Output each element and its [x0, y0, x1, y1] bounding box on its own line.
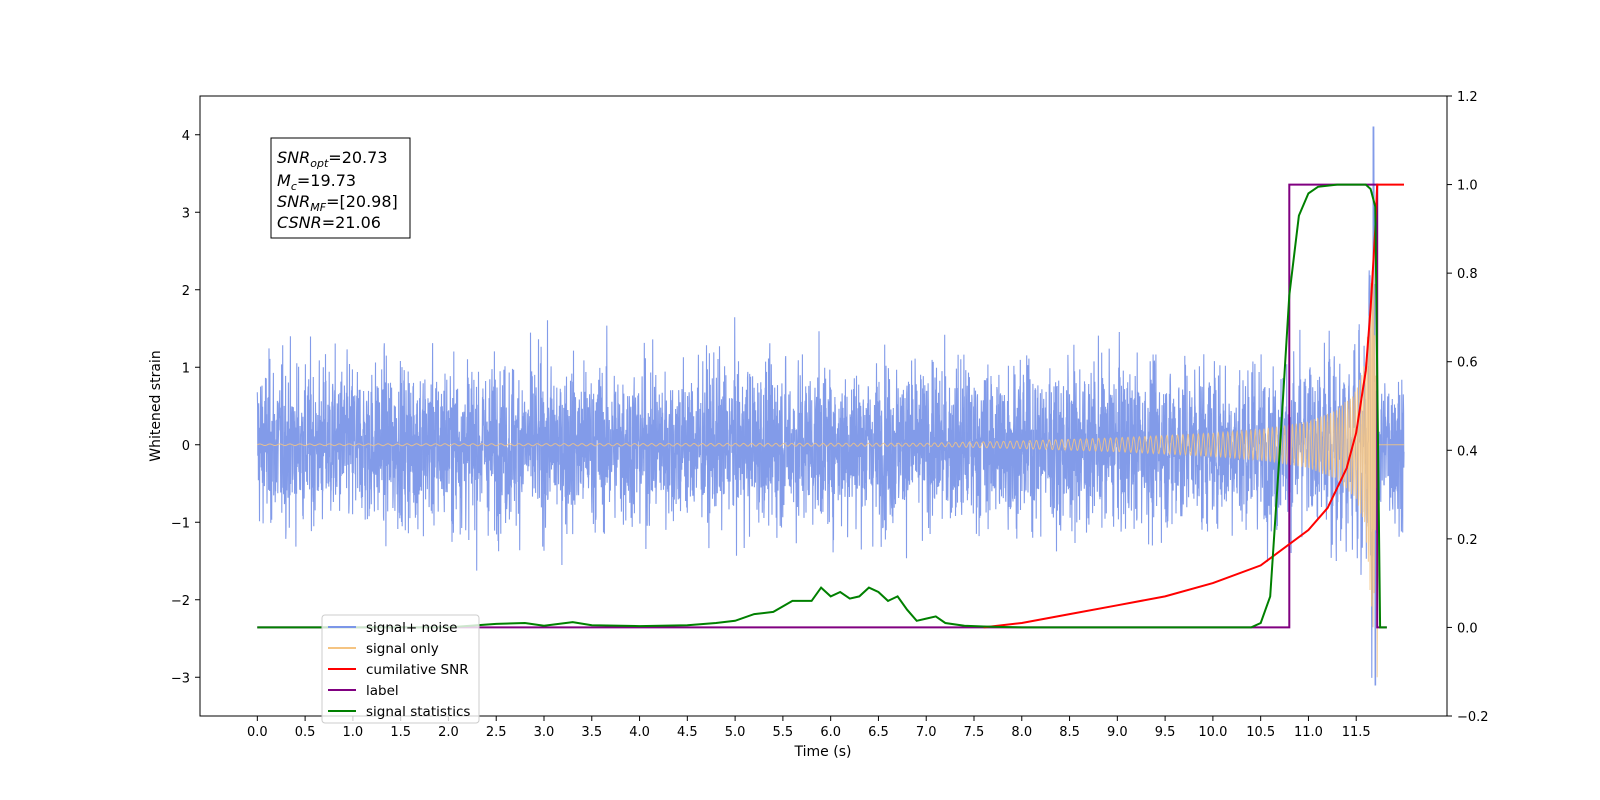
y-axis-label: Whitened strain — [148, 350, 164, 461]
y2-tick-label: −0.2 — [1457, 710, 1489, 725]
x-tick-label: 1.5 — [390, 725, 411, 740]
x-tick-label: 7.0 — [916, 725, 937, 740]
x-tick-label: 6.5 — [868, 725, 889, 740]
annotation-box: SNRopt=20.73 Mc=19.73 SNRMF=[20.98] CSNR… — [270, 137, 411, 239]
annotation-line-snr-mf: SNRMF=[20.98] — [277, 192, 398, 214]
series-cumulative-snr — [983, 183, 1404, 629]
annotation-line-mc: Mc=19.73 — [277, 171, 356, 193]
x-tick-label: 7.5 — [964, 725, 985, 740]
x-tick-label: 3.0 — [534, 725, 555, 740]
y-tick-label: 4 — [182, 129, 190, 144]
y-tick-label: −1 — [171, 516, 190, 531]
annotation-line-csnr: CSNR=21.06 — [277, 213, 381, 232]
y2-tick-label: 1.2 — [1457, 90, 1478, 105]
x-tick-label: 2.5 — [486, 725, 507, 740]
plot-area — [256, 126, 1405, 686]
y2-tick-label: 0.6 — [1457, 356, 1478, 371]
legend: signal+ noise signal only cumilative SNR… — [321, 614, 480, 724]
y-tick-label: 1 — [182, 361, 190, 376]
legend-entry-label: label — [328, 683, 399, 699]
x-axis: 0.0 0.5 1.0 1.5 2.0 2.5 3.0 3.5 4.0 4.5 5.0 5.5 6.0 6… — [247, 716, 1371, 740]
legend-entry-signal-only: signal only — [328, 641, 439, 657]
y-tick-label: 2 — [182, 284, 190, 299]
y2-tick-label: 0.2 — [1457, 533, 1478, 548]
y2-tick-label: 0.4 — [1457, 444, 1478, 459]
y-tick-label: 3 — [182, 206, 190, 221]
legend-label-signal-statistics: signal statistics — [366, 704, 470, 720]
y-tick-label: −2 — [171, 594, 190, 609]
y2-tick-label: 0.8 — [1457, 267, 1478, 282]
x-tick-label: 10.5 — [1246, 725, 1275, 740]
y-axis-left: −3 −2 −1 0 1 2 3 4 — [171, 129, 200, 686]
x-tick-label: 5.0 — [725, 725, 746, 740]
x-tick-label: 9.5 — [1155, 725, 1176, 740]
x-axis-label: Time (s) — [794, 744, 852, 760]
x-tick-label: 1.0 — [343, 725, 364, 740]
legend-label-signal-only: signal only — [366, 641, 439, 657]
legend-label-signal-noise: signal+ noise — [366, 620, 457, 636]
series-signal-only — [257, 253, 1404, 678]
x-tick-label: 0.0 — [247, 725, 268, 740]
legend-frame — [321, 614, 480, 724]
y2-tick-label: 0.0 — [1457, 621, 1478, 636]
x-tick-label: 8.0 — [1011, 725, 1032, 740]
x-tick-label: 11.5 — [1342, 725, 1371, 740]
x-tick-label: 3.5 — [581, 725, 602, 740]
x-tick-label: 4.5 — [677, 725, 698, 740]
annotation-frame — [270, 137, 411, 239]
y2-tick-label: 1.0 — [1457, 179, 1478, 194]
x-tick-label: 9.0 — [1107, 725, 1128, 740]
legend-label-cumulative-snr: cumilative SNR — [366, 662, 469, 678]
legend-label-label: label — [366, 683, 399, 699]
x-tick-label: 4.0 — [629, 725, 650, 740]
y-tick-label: −3 — [171, 671, 190, 686]
x-tick-label: 6.0 — [820, 725, 841, 740]
annotation-line-snr-opt: SNRopt=20.73 — [277, 148, 388, 170]
x-tick-label: 5.5 — [773, 725, 794, 740]
plot-frame — [199, 95, 1448, 717]
series-signal-statistics — [257, 183, 1387, 629]
x-tick-label: 2.0 — [438, 725, 459, 740]
y-tick-label: 0 — [182, 439, 190, 454]
legend-entry-signal-statistics: signal statistics — [328, 704, 470, 720]
legend-entry-signal-noise: signal+ noise — [328, 620, 457, 636]
x-tick-label: 10.0 — [1198, 725, 1227, 740]
x-tick-label: 8.5 — [1059, 725, 1080, 740]
x-tick-label: 0.5 — [295, 725, 316, 740]
legend-entry-cumulative-snr: cumilative SNR — [328, 662, 469, 678]
x-tick-label: 11.0 — [1294, 725, 1323, 740]
y-axis-right: −0.2 0.0 0.2 0.4 0.6 0.8 1.0 1.2 — [1447, 90, 1489, 725]
